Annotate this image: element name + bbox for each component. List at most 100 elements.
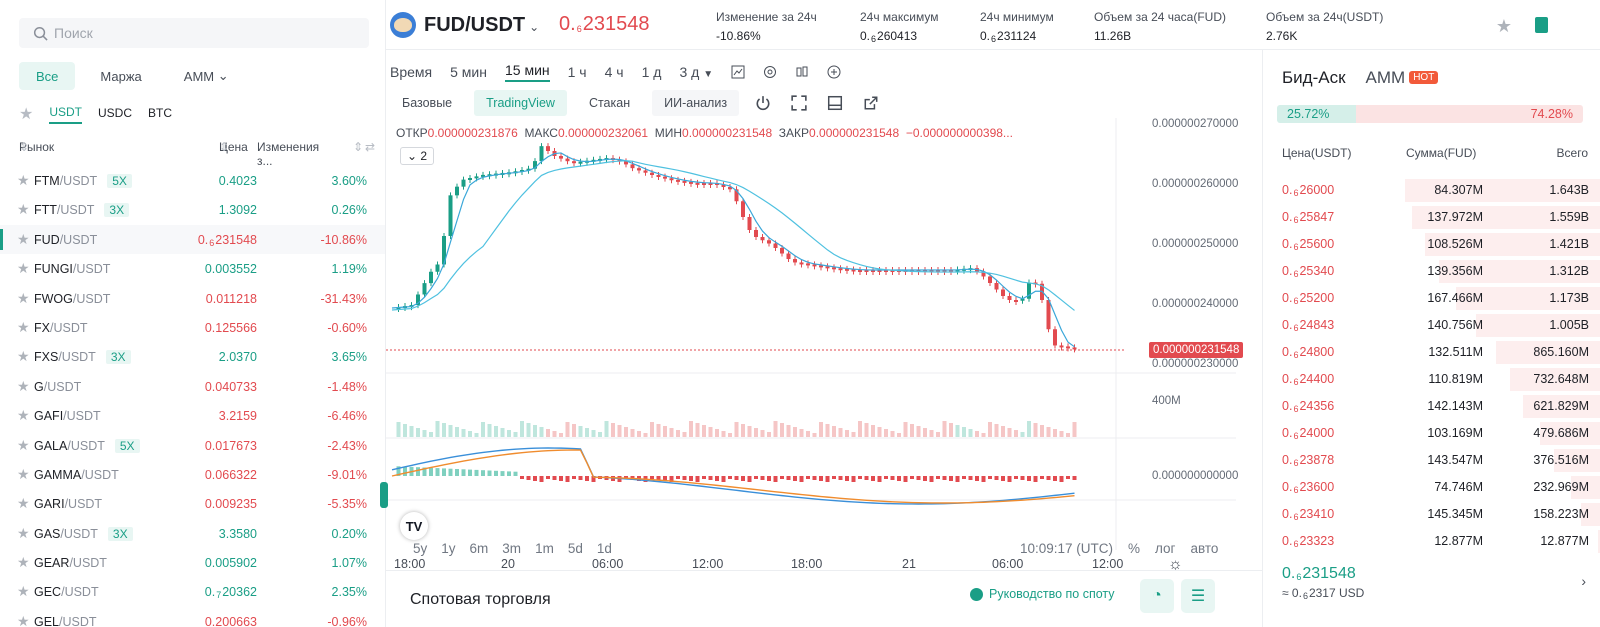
spot-guide-link[interactable]: Руководство по споту (970, 587, 1115, 601)
ask-row[interactable]: 0.625600 108.526M 1.421B (1263, 231, 1600, 258)
panel-collapse-handle[interactable] (380, 482, 388, 508)
swap-columns-icon[interactable]: ⇄ (365, 140, 376, 154)
quote-tab-btc[interactable]: BTC (148, 105, 173, 120)
star-icon[interactable]: ★ (17, 230, 30, 247)
filter-margin[interactable]: Маржа (100, 68, 142, 84)
market-row[interactable]: ★ GEC/USDT 0.720362 2.35% (0, 577, 385, 606)
market-row[interactable]: ★ GAMMA/USDT 0.066322 -9.01% (0, 460, 385, 489)
favorite-star-icon[interactable]: ★ (1495, 16, 1512, 36)
indicators-icon[interactable] (731, 65, 745, 79)
tf-15m[interactable]: 15 мин (504, 62, 550, 82)
ask-row[interactable]: 0.624800 132.511M 865.160M (1263, 339, 1600, 366)
star-icon[interactable]: ★ (17, 318, 30, 335)
indicator-toggle[interactable]: ⌄ 2 (400, 147, 435, 165)
stat-value: 0.6231124 (980, 29, 1037, 44)
share-icon[interactable] (863, 95, 879, 111)
tf-5m[interactable]: 5 мин (450, 64, 487, 80)
ask-row[interactable]: 0.623600 74.746M 232.969M (1263, 474, 1600, 501)
market-row[interactable]: ★ GALA/USDT 5X 0.017673 -2.43% (0, 431, 385, 460)
ask-row[interactable]: 0.625847 137.972M 1.559B (1263, 204, 1600, 231)
star-icon[interactable]: ★ (17, 465, 30, 482)
star-icon[interactable]: ★ (17, 260, 30, 277)
star-icon[interactable]: ★ (17, 377, 30, 394)
pie-chart-button[interactable]: ◔ (1140, 579, 1174, 613)
view-tradingview[interactable]: TradingView (474, 90, 567, 116)
star-icon[interactable]: ★ (17, 524, 30, 541)
filter-amm[interactable]: AMM ⌄ (167, 62, 246, 90)
ask-row[interactable]: 0.626000 84.307M 1.643B (1263, 177, 1600, 204)
view-basic[interactable]: Базовые (402, 96, 453, 110)
range-1d[interactable]: 1d (596, 541, 612, 556)
market-row[interactable]: ★ GEL/USDT 0.200663 -0.96% (0, 607, 385, 627)
market-row[interactable]: ★ GEAR/USDT 0.005902 1.07% (0, 548, 385, 577)
market-row[interactable]: ★ FWOG/USDT 0.011218 -31.43% (0, 284, 385, 313)
notebook-icon[interactable] (1535, 17, 1548, 33)
tf-4h[interactable]: 4 ч (604, 64, 624, 80)
sort-icon[interactable]: ⇕ (353, 140, 364, 154)
tf-time[interactable]: Время (390, 64, 433, 80)
star-icon[interactable]: ★ (17, 289, 30, 306)
ask-row[interactable]: 0.624000 103.169M 479.686M (1263, 420, 1600, 447)
star-icon[interactable]: ★ (17, 554, 30, 571)
ask-row[interactable]: 0.624843 140.756M 1.005B (1263, 312, 1600, 339)
star-icon[interactable]: ★ (17, 436, 30, 453)
settings-sliders-button[interactable]: ☰ (1181, 579, 1215, 613)
star-icon[interactable]: ★ (17, 495, 30, 512)
star-icon[interactable]: ★ (17, 583, 30, 600)
market-row[interactable]: ★ G/USDT 0.040733 -1.48% (0, 372, 385, 401)
fullscreen-icon[interactable] (791, 95, 807, 111)
market-row[interactable]: ★ FXS/USDT 3X 2.0370 3.65% (0, 342, 385, 371)
ask-row[interactable]: 0.624400 110.819M 732.648M (1263, 366, 1600, 393)
ask-row[interactable]: 0.625200 167.466M 1.173B (1263, 285, 1600, 312)
ask-row[interactable]: 0.625340 139.356M 1.312B (1263, 258, 1600, 285)
candles-icon[interactable] (795, 65, 809, 79)
tab-bid-ask[interactable]: Бид-Аск (1282, 68, 1346, 87)
market-row[interactable]: ★ FUNGI/USDT 0.003552 1.19% (0, 254, 385, 283)
star-icon[interactable]: ★ (17, 201, 30, 218)
search-input[interactable]: Поиск (19, 18, 369, 48)
view-ai[interactable]: ИИ-анализ (652, 90, 740, 116)
scale-auto[interactable]: авто (1190, 541, 1219, 556)
settings-sun-icon[interactable]: ☼ (1168, 556, 1183, 573)
range-5y[interactable]: 5y (413, 541, 428, 556)
tf-1d[interactable]: 1 д (641, 64, 662, 80)
ask-amount: 12.877M (1434, 534, 1483, 548)
tf-3d[interactable]: 3 д ▼ (679, 64, 713, 80)
quote-tab-usdc[interactable]: USDC (98, 105, 133, 120)
pair-selector[interactable]: FUD/USDT ⌄ (424, 14, 539, 37)
range-3m[interactable]: 3m (502, 541, 522, 556)
ask-row[interactable]: 0.623410 145.345M 158.223M (1263, 501, 1600, 528)
market-row[interactable]: ★ FTT/USDT 3X 1.3092 0.26% (0, 195, 385, 224)
star-icon[interactable]: ★ (17, 172, 30, 188)
market-row[interactable]: ★ FUD/USDT 0.6231548 -10.86% (0, 224, 385, 255)
ask-row[interactable]: 0.623323 12.877M 12.877M (1263, 528, 1600, 555)
market-row[interactable]: ★ GAS/USDT 3X 3.3580 0.20% (0, 519, 385, 548)
power-icon[interactable] (755, 95, 771, 111)
favorites-star-icon[interactable]: ★ (19, 106, 34, 123)
range-5d[interactable]: 5d (567, 541, 583, 556)
scale-log[interactable]: лог (1155, 541, 1176, 556)
add-circle-icon[interactable] (827, 65, 841, 79)
range-1y[interactable]: 1y (441, 541, 456, 556)
star-icon[interactable]: ★ (17, 612, 30, 627)
ask-row[interactable]: 0.624356 142.143M 621.829M (1263, 393, 1600, 420)
layout-icon[interactable] (827, 95, 843, 111)
chevron-right-icon[interactable]: › (1581, 573, 1586, 589)
market-row[interactable]: ★ FTM/USDT 5X 0.4023 3.60% (0, 166, 385, 195)
star-icon[interactable]: ★ (17, 407, 30, 424)
quote-tab-usdt[interactable]: USDT (49, 105, 83, 124)
target-icon[interactable] (763, 65, 777, 79)
range-1m[interactable]: 1m (535, 541, 554, 556)
ask-row[interactable]: 0.623878 143.547M 376.516M (1263, 447, 1600, 474)
range-6m[interactable]: 6m (469, 541, 489, 556)
market-row[interactable]: ★ GAFI/USDT 3.2159 -6.46% (0, 401, 385, 430)
filter-all[interactable]: Все (19, 62, 76, 90)
tab-amm[interactable]: AMM HOT (1366, 68, 1439, 88)
market-row[interactable]: ★ FX/USDT 0.125566 -0.60% (0, 313, 385, 342)
market-row[interactable]: ★ GARI/USDT 0.009235 -5.35% (0, 489, 385, 518)
scale-percent[interactable]: % (1128, 541, 1141, 556)
view-depth[interactable]: Стакан (588, 96, 631, 110)
tf-1h[interactable]: 1 ч (567, 64, 587, 80)
chevron-down-icon: ⌄ (529, 20, 540, 34)
star-icon[interactable]: ★ (17, 348, 30, 365)
